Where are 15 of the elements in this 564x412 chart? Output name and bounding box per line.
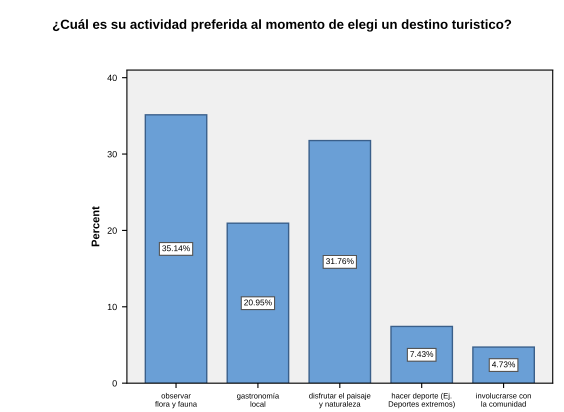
chart-title: ¿Cuál es su actividad preferida al momento de elegi un destino turistico?	[52, 19, 512, 32]
data-label: 4.73%	[492, 361, 516, 368]
y-tick-label: 10	[108, 304, 117, 310]
data-label: 31.76%	[326, 258, 354, 264]
y-axis-title: Percent	[92, 206, 100, 246]
y-tick-label: 20	[108, 227, 117, 234]
y-tick-label: 0	[112, 380, 117, 387]
data-label: 20.95%	[244, 300, 272, 306]
bar	[144, 114, 208, 384]
y-tick-label: 30	[107, 151, 117, 158]
y-tick-label: 40	[107, 74, 117, 82]
data-label: 7.43%	[410, 351, 434, 358]
bar	[308, 140, 372, 384]
data-label: 35.14%	[162, 245, 190, 252]
bar	[226, 222, 290, 384]
